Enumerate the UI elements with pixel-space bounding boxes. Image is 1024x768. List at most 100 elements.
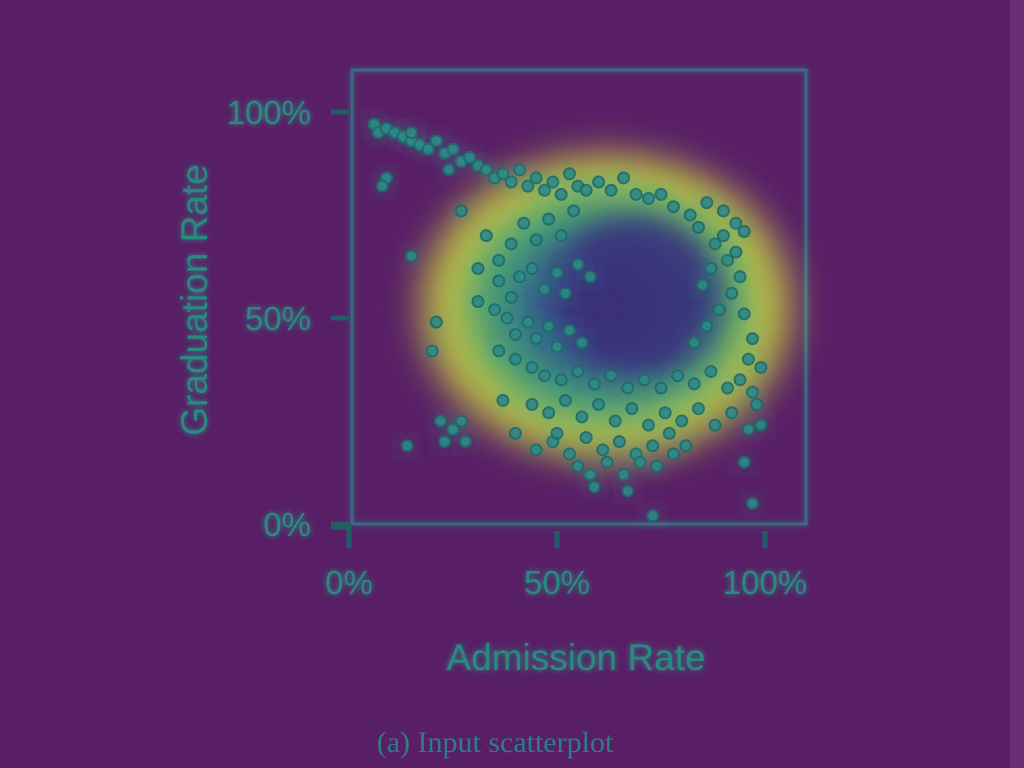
data-point — [700, 319, 714, 333]
data-point — [716, 229, 730, 243]
data-point — [550, 340, 564, 354]
data-point — [404, 126, 418, 140]
data-point — [504, 290, 518, 304]
data-point — [558, 393, 572, 407]
data-point — [675, 414, 689, 428]
data-point — [550, 266, 564, 280]
data-point — [571, 257, 585, 271]
data-point — [529, 332, 543, 346]
data-point — [691, 402, 705, 416]
data-point — [708, 418, 722, 432]
data-point — [571, 459, 585, 473]
data-point — [525, 398, 539, 412]
data-point — [746, 496, 760, 510]
x-tick-label: 50% — [524, 564, 590, 601]
data-point — [691, 220, 705, 234]
data-point — [458, 435, 472, 449]
data-point — [687, 336, 701, 350]
data-point — [696, 278, 710, 292]
data-point — [746, 332, 760, 346]
data-point — [592, 175, 606, 189]
data-point — [754, 360, 768, 374]
y-tick-label: 0% — [263, 506, 311, 543]
data-point — [517, 216, 531, 230]
points-layer — [364, 115, 770, 525]
data-point — [642, 418, 656, 432]
data-point — [700, 196, 714, 210]
data-point — [525, 262, 539, 276]
data-point — [567, 204, 581, 218]
data-point — [579, 430, 593, 444]
data-point — [425, 344, 439, 358]
figure-caption: (a) Input scatterplot — [377, 726, 614, 759]
data-point — [683, 208, 697, 222]
data-point — [454, 204, 468, 218]
right-edge-strip — [1010, 0, 1024, 768]
data-point — [725, 406, 739, 420]
x-axis-label: Admission Rate — [446, 637, 705, 678]
data-point — [704, 365, 718, 379]
data-point — [617, 468, 631, 482]
data-point — [546, 175, 560, 189]
data-point — [662, 426, 676, 440]
data-point — [658, 406, 672, 420]
data-point — [525, 360, 539, 374]
data-point — [721, 381, 735, 395]
data-point — [508, 352, 522, 366]
x-tick-label: 0% — [325, 564, 373, 601]
data-point — [429, 315, 443, 329]
data-point — [583, 270, 597, 284]
data-point — [679, 439, 693, 453]
data-point — [666, 447, 680, 461]
data-point — [704, 262, 718, 276]
data-point — [729, 245, 743, 259]
data-point — [600, 455, 614, 469]
data-point — [562, 323, 576, 337]
data-point — [554, 187, 568, 201]
data-point — [575, 410, 589, 424]
data-point — [733, 373, 747, 387]
data-point — [571, 365, 585, 379]
data-point — [741, 352, 755, 366]
data-point — [579, 183, 593, 197]
y-tick-label: 50% — [245, 300, 311, 337]
data-point — [562, 447, 576, 461]
data-point — [400, 439, 414, 453]
data-point — [529, 171, 543, 185]
data-point — [513, 163, 527, 177]
y-axis-label: Graduation Rate — [174, 164, 215, 436]
data-point — [513, 270, 527, 284]
data-point — [504, 175, 518, 189]
data-point — [604, 369, 618, 383]
data-point — [562, 167, 576, 181]
data-point — [654, 381, 668, 395]
data-point — [666, 200, 680, 214]
data-point — [592, 398, 606, 412]
data-point — [434, 414, 448, 428]
data-point — [687, 377, 701, 391]
data-point — [554, 229, 568, 243]
data-point — [625, 402, 639, 416]
data-point — [637, 373, 651, 387]
data-point — [521, 315, 535, 329]
data-point — [733, 270, 747, 284]
data-point — [650, 459, 664, 473]
data-point — [504, 237, 518, 251]
data-point — [575, 336, 589, 350]
data-point — [725, 286, 739, 300]
data-point — [508, 426, 522, 440]
data-point — [587, 480, 601, 494]
data-point — [446, 142, 460, 156]
data-point — [646, 509, 660, 523]
data-point — [608, 414, 622, 428]
data-point — [538, 282, 552, 296]
data-point — [529, 233, 543, 247]
data-point — [508, 327, 522, 341]
data-point — [542, 212, 556, 226]
data-point — [712, 303, 726, 317]
data-point — [442, 163, 456, 177]
data-point — [654, 187, 668, 201]
data-point — [471, 262, 485, 276]
axis-labels: Admission Rate Graduation Rate (a) Input… — [174, 164, 706, 759]
